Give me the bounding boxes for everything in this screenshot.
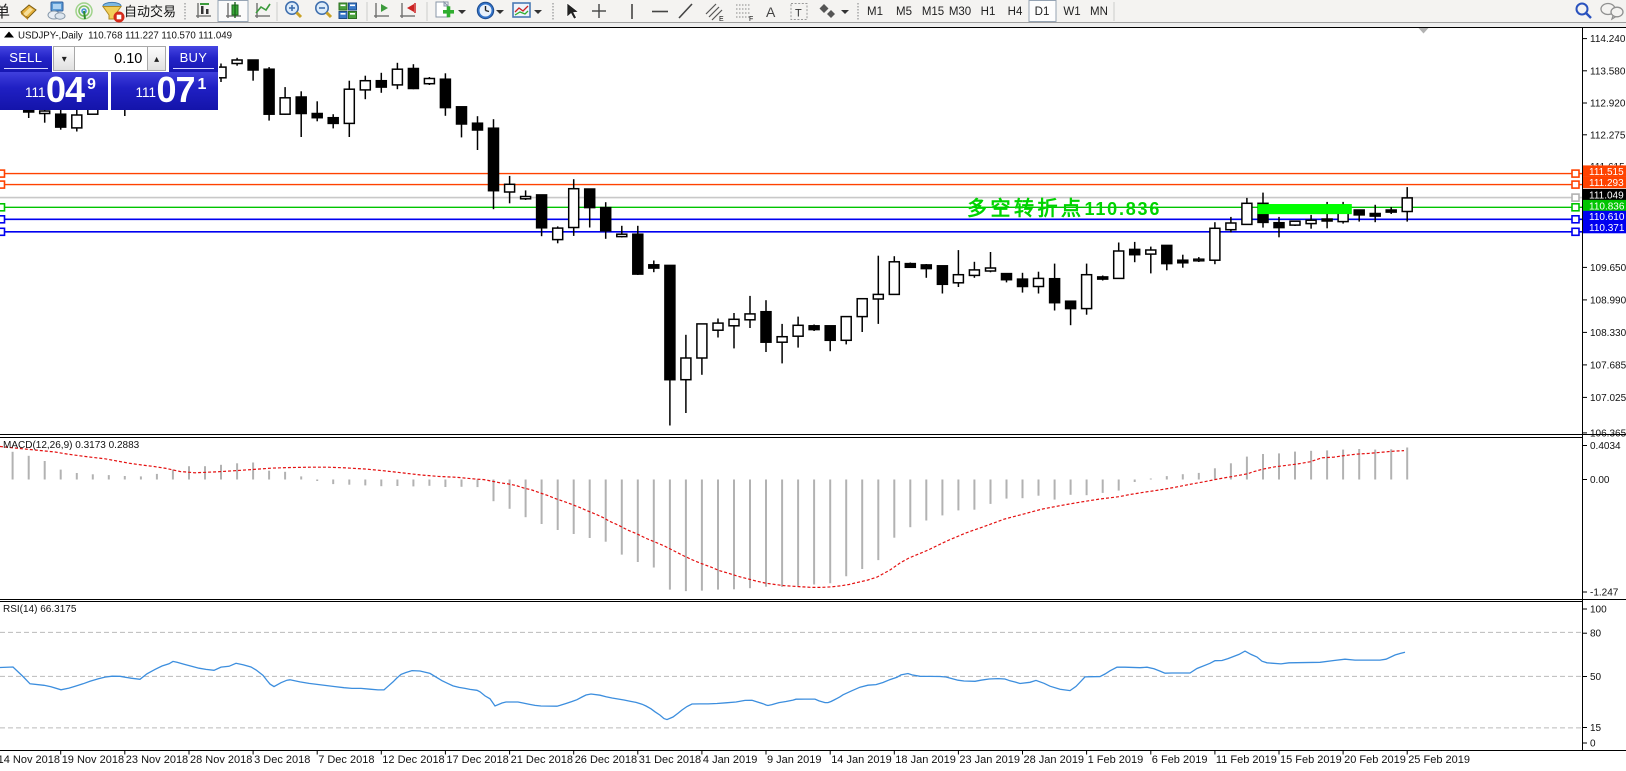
svg-text:114.240: 114.240: [1590, 34, 1626, 45]
svg-text:23 Nov 2018: 23 Nov 2018: [126, 754, 188, 766]
svg-text:9 Jan 2019: 9 Jan 2019: [767, 754, 821, 766]
svg-text:112.920: 112.920: [1590, 99, 1626, 110]
svg-text:M1: M1: [867, 6, 883, 18]
svg-text:0.4034: 0.4034: [1590, 441, 1621, 452]
svg-text:1 Feb 2019: 1 Feb 2019: [1088, 754, 1144, 766]
svg-text:RSI(14) 66.3175: RSI(14) 66.3175: [3, 604, 77, 615]
svg-text:25 Feb 2019: 25 Feb 2019: [1408, 754, 1470, 766]
svg-text:15: 15: [1590, 723, 1602, 734]
svg-text:50: 50: [1590, 672, 1602, 683]
svg-text:31 Dec 2018: 31 Dec 2018: [639, 754, 701, 766]
svg-text:111.515: 111.515: [1589, 167, 1624, 178]
svg-text:H4: H4: [1008, 6, 1023, 18]
svg-text:6 Feb 2019: 6 Feb 2019: [1152, 754, 1208, 766]
svg-text:USDJPY-,Daily 110.768 111.227: USDJPY-,Daily 110.768 111.227 110.570 11…: [18, 31, 232, 42]
svg-text:多空转折点110.836: 多空转折点110.836: [967, 196, 1161, 220]
svg-text:M30: M30: [949, 6, 971, 18]
svg-text:0.00: 0.00: [1590, 475, 1610, 486]
svg-text:110.371: 110.371: [1589, 223, 1625, 234]
svg-text:A: A: [766, 4, 776, 20]
svg-text:H1: H1: [981, 6, 996, 18]
svg-text:4 Jan 2019: 4 Jan 2019: [703, 754, 757, 766]
svg-text:113.580: 113.580: [1590, 66, 1626, 77]
svg-text:7 Dec 2018: 7 Dec 2018: [318, 754, 374, 766]
svg-text:M5: M5: [896, 6, 912, 18]
svg-text:109.650: 109.650: [1590, 263, 1626, 274]
svg-text:18 Jan 2019: 18 Jan 2019: [895, 754, 956, 766]
svg-text:12 Dec 2018: 12 Dec 2018: [382, 754, 444, 766]
svg-text:23 Jan 2019: 23 Jan 2019: [959, 754, 1020, 766]
svg-text:108.330: 108.330: [1590, 328, 1626, 339]
svg-text:MN: MN: [1090, 6, 1108, 18]
svg-text:108.990: 108.990: [1590, 295, 1626, 306]
svg-text:D1: D1: [1035, 6, 1050, 18]
svg-text:3 Dec 2018: 3 Dec 2018: [254, 754, 310, 766]
svg-text:14 Nov 2018: 14 Nov 2018: [0, 754, 60, 766]
svg-text:110.610: 110.610: [1589, 212, 1625, 223]
svg-text:17 Dec 2018: 17 Dec 2018: [446, 754, 508, 766]
svg-text:11 Feb 2019: 11 Feb 2019: [1216, 754, 1277, 766]
svg-text:110.836: 110.836: [1589, 201, 1625, 212]
svg-text:111.293: 111.293: [1589, 178, 1624, 189]
svg-text:单: 单: [0, 3, 10, 21]
svg-text:0: 0: [1590, 739, 1596, 750]
svg-text:-1.247: -1.247: [1590, 588, 1619, 599]
svg-text:T: T: [795, 8, 802, 20]
svg-text:M15: M15: [922, 6, 944, 18]
svg-text:21 Dec 2018: 21 Dec 2018: [511, 754, 573, 766]
svg-text:自动交易: 自动交易: [124, 4, 176, 19]
svg-text:19 Nov 2018: 19 Nov 2018: [62, 754, 124, 766]
svg-text:106.365: 106.365: [1590, 428, 1626, 439]
svg-text:107.025: 107.025: [1590, 393, 1626, 404]
svg-text:28 Nov 2018: 28 Nov 2018: [190, 754, 252, 766]
svg-text:112.275: 112.275: [1590, 130, 1626, 141]
svg-text:E: E: [719, 16, 724, 23]
svg-text:15 Feb 2019: 15 Feb 2019: [1280, 754, 1342, 766]
svg-text:80: 80: [1590, 629, 1602, 640]
svg-text:100: 100: [1590, 605, 1607, 616]
svg-text:20 Feb 2019: 20 Feb 2019: [1344, 754, 1406, 766]
svg-text:111.049: 111.049: [1589, 190, 1624, 201]
svg-text:MACD(12,26,9) 0.3173 0.2883: MACD(12,26,9) 0.3173 0.2883: [3, 440, 140, 451]
svg-text:F: F: [749, 16, 753, 23]
svg-text:107.685: 107.685: [1590, 360, 1626, 371]
svg-text:W1: W1: [1063, 6, 1080, 18]
svg-text:26 Dec 2018: 26 Dec 2018: [575, 754, 637, 766]
svg-text:14 Jan 2019: 14 Jan 2019: [831, 754, 892, 766]
svg-text:28 Jan 2019: 28 Jan 2019: [1024, 754, 1085, 766]
